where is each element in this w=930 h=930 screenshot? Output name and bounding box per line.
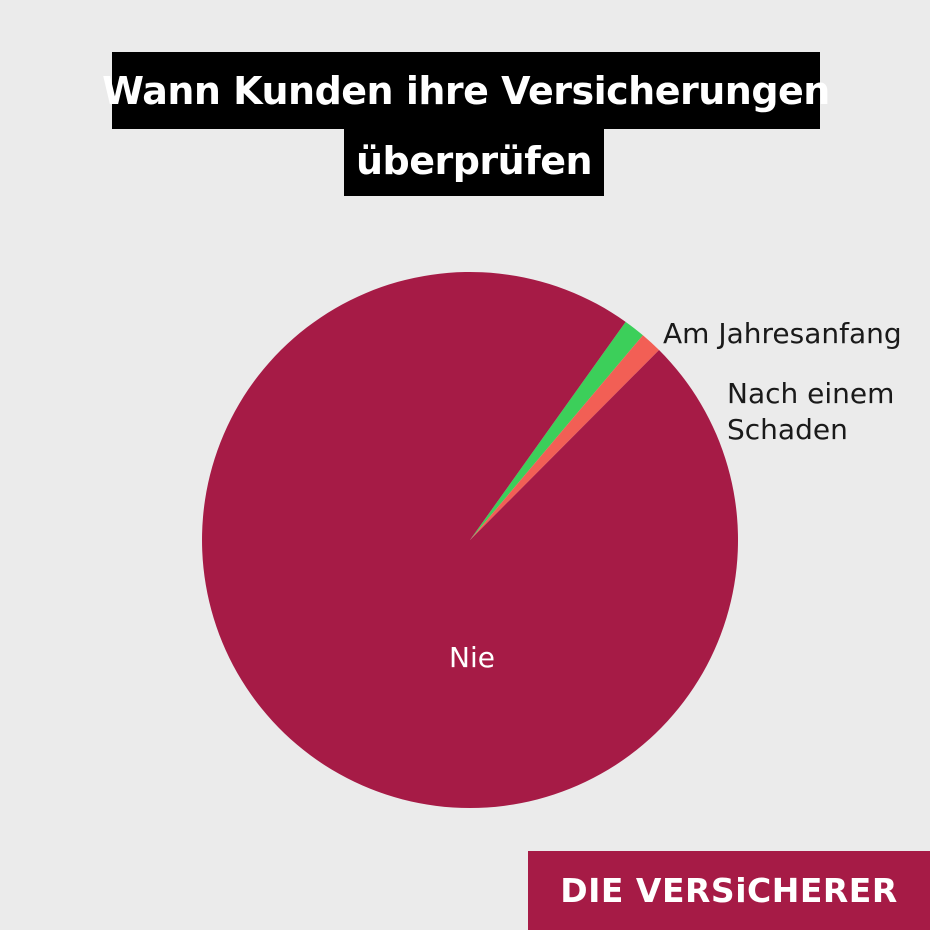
brand-logo: DIE VERSiCHERER (528, 851, 930, 930)
slice-label-nie: Nie (449, 641, 495, 674)
slice-label-am-jahresanfang: Am Jahresanfang (663, 317, 902, 350)
chart-title-line-2: überprüfen (344, 126, 604, 196)
slice-label-nach-einem-schaden: Nach einem Schaden (727, 377, 894, 446)
pie-slice-nie (202, 272, 739, 809)
pie-slice-nach-einem-schaden (470, 335, 660, 540)
pie-slice-am-jahresanfang (470, 321, 643, 540)
chart-title-line-1: Wann Kunden ihre Versicherungen (102, 52, 830, 129)
